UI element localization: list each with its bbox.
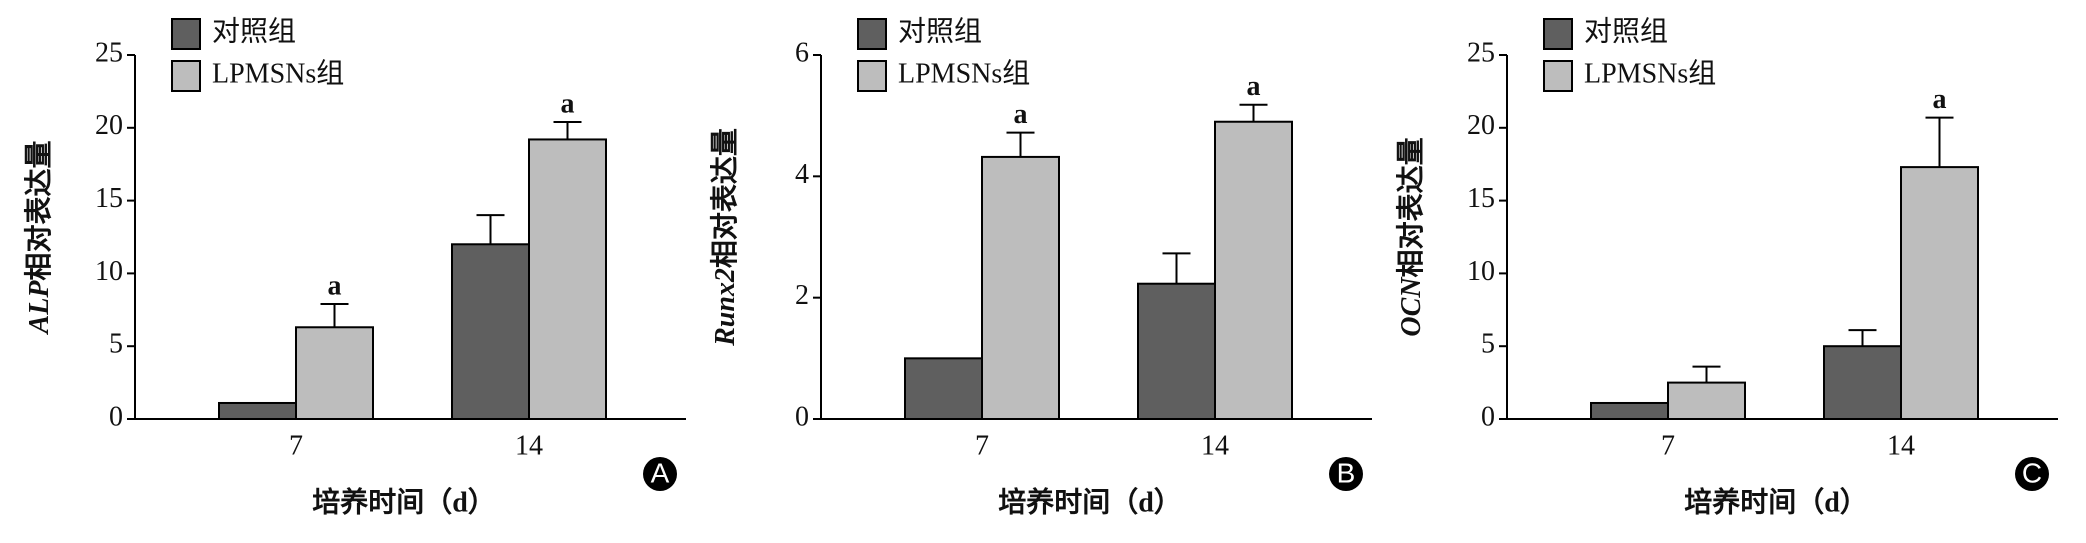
legend-label: LPMSNs组 — [898, 57, 1030, 89]
error-bar — [1925, 116, 1954, 168]
x-tick-label: 14 — [1887, 430, 1915, 461]
error-bar — [320, 302, 349, 328]
y-label-gene: ALP — [24, 280, 55, 336]
y-tick-label: 0 — [109, 401, 123, 432]
x-tick-label: 7 — [289, 430, 303, 461]
panel-letter: C — [2022, 457, 2042, 488]
x-axis-label: 培养时间（d） — [998, 485, 1182, 518]
legend-swatch — [171, 18, 201, 50]
bar — [904, 357, 983, 421]
y-axis-label: ALP相对表达量 — [23, 141, 55, 336]
bar — [1900, 166, 1979, 420]
annotation: a — [561, 88, 575, 119]
legend-swatch — [857, 18, 887, 50]
annotation: a — [1247, 71, 1261, 102]
y-tick-label: 10 — [1467, 256, 1495, 287]
bar — [528, 138, 607, 420]
x-axis-label: 培养时间（d） — [312, 485, 496, 518]
panel-letter: B — [1337, 457, 1356, 488]
bar — [1823, 345, 1902, 421]
y-axis-label: OCN相对表达量 — [1395, 137, 1427, 336]
y-tick-label: 15 — [95, 183, 123, 214]
x-tick-label: 14 — [1201, 430, 1229, 461]
error-bar — [553, 120, 582, 140]
annotation: a — [328, 270, 342, 301]
legend-swatch — [857, 60, 887, 92]
bar — [451, 243, 530, 420]
panel-badge — [1329, 457, 1363, 491]
y-tick-label: 2 — [795, 280, 809, 311]
error-bar — [476, 214, 505, 245]
y-label-gene: Runx2 — [710, 268, 741, 347]
bar — [1137, 282, 1216, 421]
panel-badge — [643, 457, 677, 491]
y-label-text: 相对表达量 — [23, 141, 55, 281]
y-label-gene: OCN — [1396, 276, 1427, 337]
x-tick-label: 14 — [515, 430, 543, 461]
panel-letter: A — [651, 457, 670, 488]
error-bar — [1848, 329, 1877, 347]
panel: 0 5 10 15 20 25 7 a 14 a 对照组 LPMSNs组 ALP相对表达量培养时间（d）… — [23, 15, 686, 518]
bar — [295, 326, 374, 420]
y-label-text: 相对表达量 — [709, 128, 741, 268]
bar — [981, 155, 1060, 420]
x-tick-label: 7 — [975, 430, 989, 461]
y-tick-label: 15 — [1467, 183, 1495, 214]
legend-swatch — [171, 60, 201, 92]
x-axis-label: 培养时间（d） — [1684, 485, 1868, 518]
legend-label: 对照组 — [212, 15, 296, 47]
legend-swatch — [1543, 60, 1573, 92]
annotation: a — [1933, 84, 1947, 115]
legend-label: LPMSNs组 — [1584, 57, 1716, 89]
error-bar — [1239, 103, 1268, 122]
y-tick-label: 25 — [95, 37, 123, 68]
legend-label: 对照组 — [898, 15, 982, 47]
error-bar — [1162, 252, 1191, 284]
y-label-text: 相对表达量 — [1395, 137, 1427, 277]
bar — [1590, 401, 1669, 421]
y-tick-label: 5 — [109, 329, 123, 360]
y-tick-label: 4 — [795, 159, 809, 190]
y-tick-label: 20 — [95, 110, 123, 141]
y-tick-label: 25 — [1467, 37, 1495, 68]
y-tick-label: 20 — [1467, 110, 1495, 141]
error-bar — [1006, 131, 1035, 157]
legend-swatch — [1543, 18, 1573, 50]
y-tick-label: 0 — [795, 401, 809, 432]
y-axis-label: Runx2相对表达量 — [709, 128, 741, 347]
bar — [1667, 381, 1746, 421]
bar — [1214, 120, 1293, 420]
y-tick-label: 5 — [1481, 329, 1495, 360]
annotation: a — [1014, 99, 1028, 130]
x-tick-label: 7 — [1661, 430, 1675, 461]
y-tick-label: 0 — [1481, 401, 1495, 432]
bar — [218, 401, 297, 421]
legend-label: 对照组 — [1584, 15, 1668, 47]
y-tick-label: 6 — [795, 37, 809, 68]
legend-label: LPMSNs组 — [212, 57, 344, 89]
y-tick-label: 10 — [95, 256, 123, 287]
error-bar — [1692, 365, 1721, 383]
panel-badge — [2015, 457, 2049, 491]
